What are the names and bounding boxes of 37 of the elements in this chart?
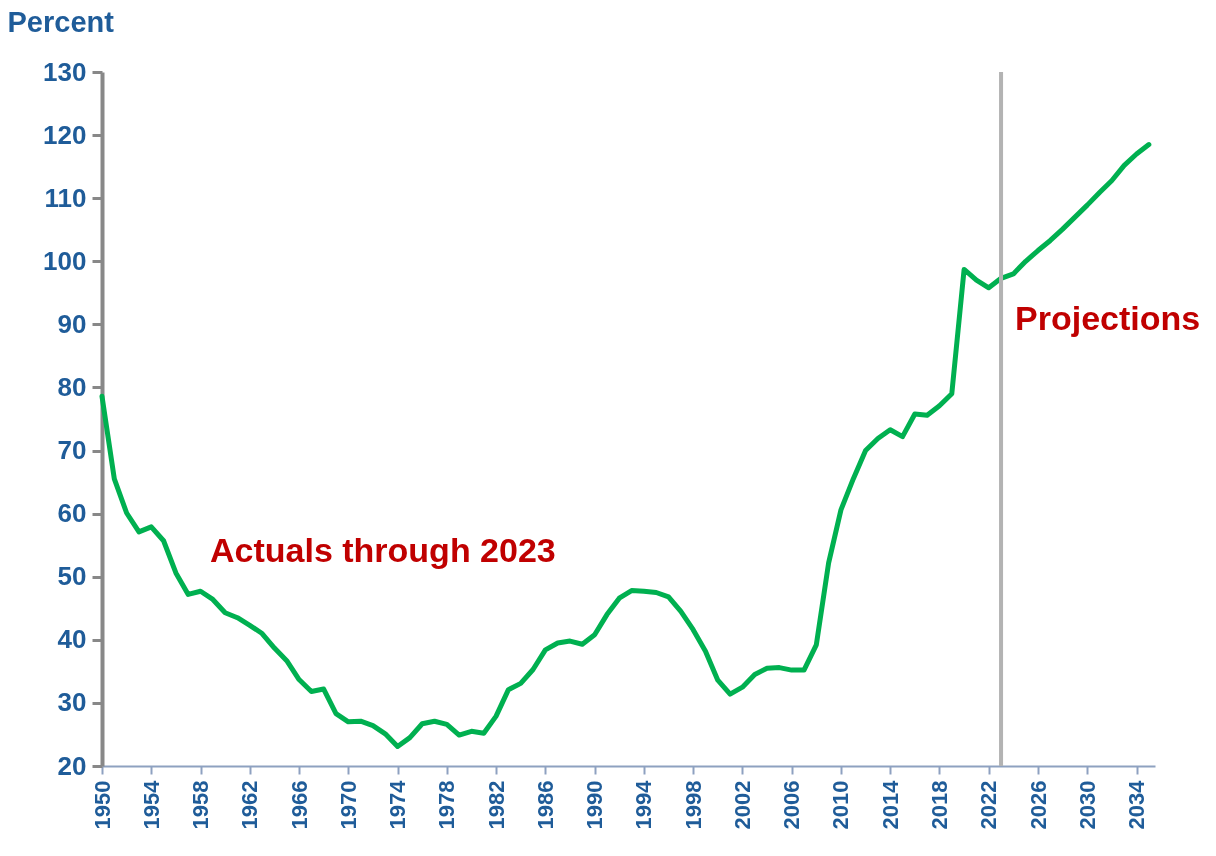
y-tick-label: 70 [57,435,87,466]
x-tick-label: 2014 [877,779,903,830]
x-tick-label: 1966 [286,780,312,830]
x-tick-label: 1974 [385,779,411,830]
y-tick-label: 30 [57,687,87,718]
x-tick-label: 1950 [89,780,115,830]
annotation: Actuals through 2023 [210,531,556,569]
x-tick-label: 1998 [680,780,706,830]
x-tick-label: 1990 [582,780,608,830]
x-tick-label: 2010 [828,780,854,830]
y-axis-title: Percent [7,5,115,38]
y-tick-label: 40 [57,624,87,655]
y-tick-label: 110 [44,182,87,213]
x-tick-label: 1962 [237,780,263,830]
x-tick-label: 1954 [138,779,164,830]
y-tick-label: 90 [57,308,87,339]
x-tick-label: 2022 [976,780,1002,830]
x-tick-label: 1994 [631,779,657,830]
y-tick-label: 20 [57,750,87,781]
ref-line-label: Projections [1015,299,1201,337]
x-tick-label: 2006 [779,780,805,830]
x-tick-label: 2026 [1025,780,1051,830]
x-tick-label: 1986 [532,780,558,830]
y-tick-label: 130 [43,56,87,87]
y-tick-label: 50 [57,561,87,592]
y-tick-label: 80 [57,371,87,402]
y-tick-label: 100 [43,245,87,276]
x-tick-label: 2002 [729,780,755,830]
y-tick-label: 60 [57,498,87,529]
x-tick-label: 1958 [188,780,214,830]
x-tick-label: 1982 [483,780,509,830]
x-tick-label: 2018 [926,780,952,830]
x-tick-label: 2030 [1074,780,1100,830]
x-tick-label: 1970 [335,780,361,830]
x-tick-label: 2034 [1124,779,1150,830]
x-tick-label: 1978 [434,780,460,830]
y-tick-label: 120 [43,119,87,150]
